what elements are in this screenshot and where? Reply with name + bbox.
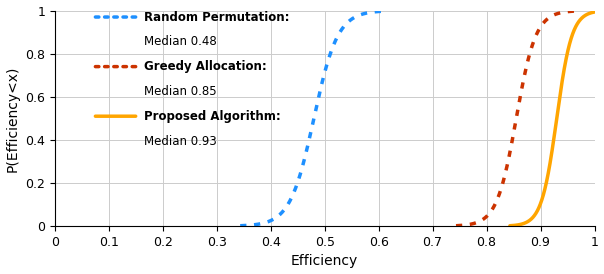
Text: Median 0.48: Median 0.48 [144,35,217,48]
Text: Proposed Algorithm:: Proposed Algorithm: [144,110,281,123]
Text: Median 0.85: Median 0.85 [144,85,216,98]
Y-axis label: P(Efficiency<x): P(Efficiency<x) [5,65,19,172]
Text: Random Permutation:: Random Permutation: [144,10,289,24]
Text: Median 0.93: Median 0.93 [144,135,217,147]
X-axis label: Efficiency: Efficiency [291,255,358,269]
Text: Greedy Allocation:: Greedy Allocation: [144,60,266,73]
